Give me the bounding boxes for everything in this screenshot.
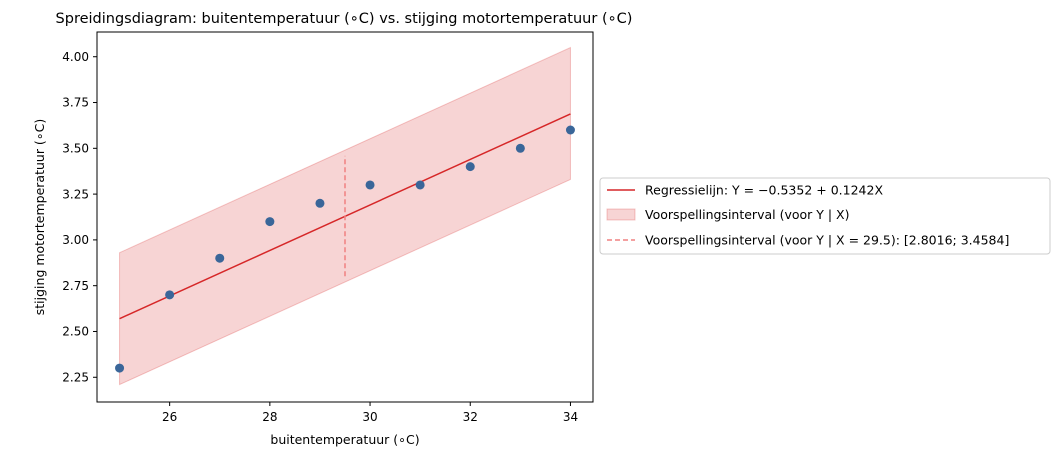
y-tick-label: 2.50 [62, 325, 89, 339]
y-tick-label: 3.25 [62, 187, 89, 201]
x-axis: 26 28 30 32 34 [162, 402, 578, 424]
data-point [215, 253, 225, 263]
legend-band-swatch [606, 208, 636, 221]
y-tick-label: 3.75 [62, 96, 89, 110]
data-point [565, 125, 575, 135]
x-tick-label: 34 [563, 410, 578, 424]
data-point [165, 290, 175, 300]
plot-area [115, 46, 575, 386]
legend-regression-label: Regressielijn: Y = −0.5352 + 0.1242X [645, 183, 883, 198]
legend-band-label: Voorspellingsinterval (voor Y | X) [645, 207, 850, 222]
y-tick-label: 2.25 [62, 370, 89, 384]
y-tick-label: 2.75 [62, 279, 89, 293]
x-axis-label: buitentemperatuur (∘C) [270, 432, 419, 447]
y-tick-label: 4.00 [62, 50, 89, 64]
data-point [365, 180, 375, 190]
y-tick-label: 3.50 [62, 142, 89, 156]
y-axis-label: stijging motortemperatuur (∘C) [32, 119, 47, 315]
x-tick-label: 26 [162, 410, 177, 424]
data-point [115, 363, 125, 373]
axes-frame [96, 31, 594, 403]
legend-frame [599, 177, 1051, 255]
x-tick-label: 28 [262, 410, 277, 424]
chart-title: Spreidingsdiagram: buitentemperatuur (∘C… [56, 11, 633, 27]
data-point [265, 217, 275, 227]
x-tick-label: 32 [463, 410, 478, 424]
data-point [415, 180, 425, 190]
legend: Regressielijn: Y = −0.5352 + 0.1242X Voo… [599, 177, 1051, 255]
y-tick-label: 3.00 [62, 233, 89, 247]
data-point [315, 198, 325, 208]
data-point [515, 143, 525, 153]
legend-interval-label: Voorspellingsinterval (voor Y | X = 29.5… [645, 233, 1009, 248]
x-tick-label: 30 [362, 410, 377, 424]
y-axis: 2.25 2.50 2.75 3.00 3.25 3.50 3.75 4.00 [62, 50, 97, 384]
data-point [465, 162, 475, 172]
